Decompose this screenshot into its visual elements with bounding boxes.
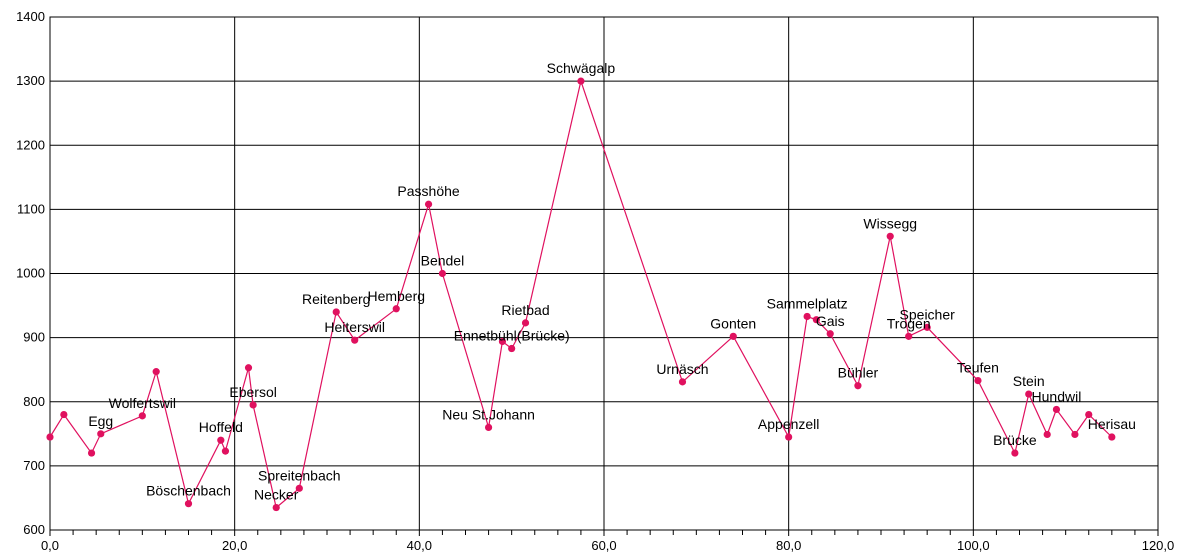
x-tick-label: 120,0	[1142, 538, 1175, 553]
data-point	[508, 344, 516, 353]
data-point	[1011, 449, 1019, 457]
point-label: Wissegg	[863, 215, 917, 231]
data-point	[1043, 430, 1051, 439]
point-label: Hundwil	[1032, 388, 1082, 404]
data-point	[826, 330, 834, 338]
point-label: Teufen	[957, 360, 999, 376]
point-label: Egg	[88, 413, 113, 429]
x-tick-label: 100,0	[957, 538, 990, 553]
point-label: Ennetbühl(Brücke)	[454, 328, 570, 344]
elevation-series	[46, 77, 1116, 512]
data-point	[332, 308, 340, 316]
data-point	[351, 336, 359, 344]
point-label: Schwägalp	[547, 60, 616, 76]
point-label: Böschenbach	[146, 483, 231, 499]
data-point	[1052, 405, 1061, 414]
point-label: Reitenberg	[302, 291, 371, 307]
point-label: Heiterswil	[324, 319, 385, 335]
data-point	[184, 500, 193, 508]
data-point	[854, 382, 862, 390]
data-point	[438, 269, 447, 278]
point-label: Passhöhe	[397, 183, 459, 199]
data-point	[244, 364, 253, 372]
point-label: Wolfertswil	[109, 395, 176, 411]
data-point	[729, 332, 737, 340]
point-label: Gais	[816, 313, 845, 329]
data-point	[60, 410, 68, 419]
data-point	[974, 376, 982, 385]
data-point	[812, 316, 820, 324]
point-label: Urnäsch	[656, 361, 708, 377]
point-label: Herisau	[1088, 416, 1136, 432]
grid-lines	[49, 16, 1159, 531]
point-label: Stein	[1013, 373, 1045, 389]
data-point	[221, 447, 230, 455]
data-point	[1025, 390, 1033, 398]
point-label: Bühler	[838, 365, 879, 381]
data-point	[484, 423, 493, 431]
data-point	[678, 378, 687, 386]
x-tick-label: 20,0	[222, 538, 247, 553]
y-tick-label: 900	[23, 330, 45, 345]
y-tick-label: 600	[23, 522, 45, 537]
data-point	[87, 449, 96, 457]
point-label: Necker	[254, 487, 299, 503]
x-tick-label: 80,0	[776, 538, 801, 553]
data-point	[498, 337, 507, 346]
data-point	[138, 412, 146, 420]
y-tick-label: 700	[23, 458, 45, 473]
point-label: Bendel	[421, 253, 465, 269]
data-point	[97, 430, 105, 438]
point-label: Rietbad	[501, 302, 549, 318]
data-point	[1108, 433, 1116, 441]
x-tick-label: 60,0	[591, 538, 616, 553]
data-point	[521, 319, 530, 327]
data-point	[272, 503, 280, 512]
data-point	[152, 368, 160, 376]
data-point	[392, 305, 400, 313]
point-label: Hemberg	[367, 288, 425, 304]
point-label: Appenzell	[758, 416, 820, 432]
data-point	[46, 433, 54, 441]
point-labels: Egg Wolfertswil Böschenbach Hoffeld Ebersol N…	[88, 60, 1136, 502]
y-tick-label: 800	[23, 394, 45, 409]
data-point	[886, 232, 894, 240]
point-label: Spreitenbach	[258, 467, 341, 483]
data-point	[905, 332, 913, 340]
point-label: Sammelplatz	[767, 295, 848, 311]
point-label: Gonten	[710, 315, 756, 331]
y-tick-label: 1200	[16, 137, 45, 152]
y-tick-label: 1300	[16, 73, 45, 88]
data-point	[1085, 410, 1093, 419]
x-tick-label: 0,0	[41, 538, 59, 553]
y-tick-label: 1400	[16, 9, 45, 24]
data-point	[424, 200, 433, 208]
point-label: Hoffeld	[199, 419, 243, 435]
y-axis-tick-labels: 600 700 800 900 1000 1100 1200 1300 1400	[16, 9, 45, 537]
y-tick-label: 1000	[16, 266, 45, 281]
y-tick-label: 1100	[17, 201, 45, 216]
data-point	[577, 77, 585, 85]
point-label: Ebersol	[229, 384, 276, 400]
data-point	[1071, 430, 1079, 439]
data-point	[785, 433, 793, 441]
data-point	[217, 436, 225, 444]
data-point	[295, 484, 303, 492]
point-label: Speicher	[900, 306, 956, 322]
x-axis-ticks: 0,0 20,0 40,0 60,0 80,0 100,0 120,0	[41, 530, 1174, 553]
data-point	[803, 312, 811, 321]
data-point	[923, 323, 931, 331]
point-label: Trogen	[887, 315, 931, 331]
point-label: Neu St.Johann	[442, 406, 535, 422]
data-point	[249, 401, 257, 409]
x-tick-label: 40,0	[407, 538, 432, 553]
point-label: Brücke	[993, 432, 1037, 448]
